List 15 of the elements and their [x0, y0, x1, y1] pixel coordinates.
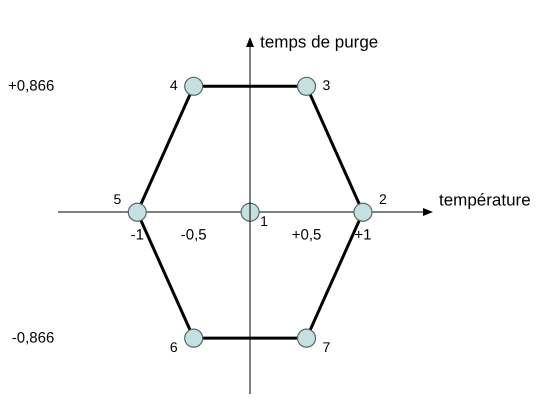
- annotation: 3: [322, 77, 331, 94]
- x-tick-label: -0,5: [180, 226, 207, 244]
- x-axis-title: température: [439, 190, 531, 210]
- annotation: 2: [378, 191, 387, 208]
- annotation: 6: [170, 339, 178, 356]
- y-tick-label: +0,866: [8, 77, 54, 94]
- annotation: 1: [260, 213, 268, 230]
- x-tick-label: +0,5: [292, 226, 322, 244]
- annotation: 5: [113, 191, 122, 208]
- annotation: 7: [322, 339, 331, 356]
- y-tick-label: -0,866: [12, 329, 54, 346]
- y-axis-title: temps de purge: [260, 32, 378, 52]
- x-tick-label: +1: [354, 226, 372, 244]
- x-tick-label: -1: [130, 226, 144, 244]
- annotation: 4: [170, 77, 178, 94]
